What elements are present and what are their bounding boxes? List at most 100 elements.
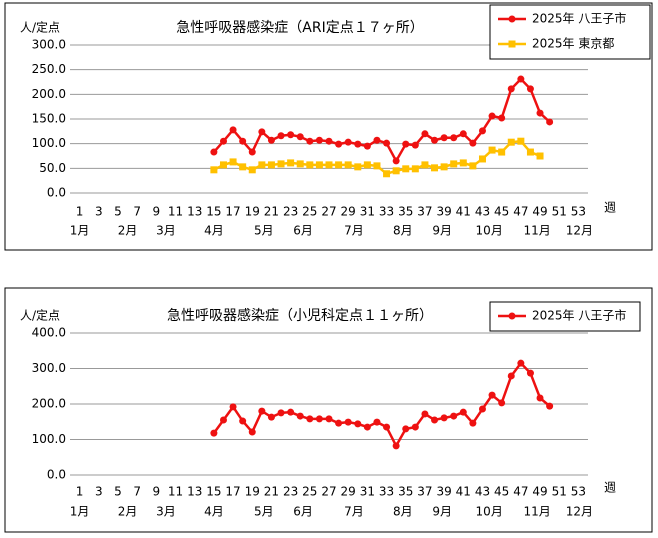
marker — [507, 85, 515, 93]
month-label: 1月 — [70, 224, 90, 238]
x-tick-label: 33 — [379, 205, 394, 219]
marker — [325, 161, 333, 169]
y-tick-label: 150.0 — [32, 112, 66, 126]
marker — [219, 416, 227, 424]
x-tick-label: 37 — [417, 205, 432, 219]
marker — [440, 414, 448, 422]
x-tick-label: 35 — [398, 485, 413, 499]
marker — [546, 118, 554, 126]
legend-marker — [508, 15, 516, 23]
marker — [478, 127, 486, 135]
marker — [383, 139, 391, 147]
marker — [526, 148, 534, 156]
marker — [488, 112, 496, 120]
marker — [210, 148, 218, 156]
marker — [210, 429, 218, 437]
x-tick-label: 49 — [532, 485, 547, 499]
marker — [219, 161, 227, 169]
marker — [507, 372, 515, 380]
marker — [248, 148, 256, 156]
legend-marker — [508, 40, 516, 48]
marker — [421, 130, 429, 138]
month-label: 7月 — [344, 224, 364, 238]
x-tick-label: 21 — [264, 485, 279, 499]
x-tick-label: 31 — [360, 485, 375, 499]
marker — [469, 419, 477, 427]
marker — [459, 130, 467, 138]
y-tick-label: 400.0 — [32, 326, 66, 340]
x-tick-label: 11 — [168, 205, 183, 219]
x-tick-label: 11 — [168, 485, 183, 499]
x-tick-label: 39 — [436, 205, 451, 219]
marker — [248, 166, 256, 174]
marker — [536, 109, 544, 117]
marker — [478, 155, 486, 163]
marker — [498, 114, 506, 122]
month-label: 10月 — [476, 224, 503, 238]
month-label: 6月 — [293, 224, 313, 238]
x-tick-label: 43 — [475, 205, 490, 219]
marker — [363, 142, 371, 150]
legend-marker — [508, 312, 516, 320]
marker — [354, 140, 362, 148]
x-tick-label: 27 — [321, 205, 336, 219]
marker — [450, 160, 458, 168]
y-tick-label: 200.0 — [32, 397, 66, 411]
y-tick-label: 100.0 — [32, 432, 66, 446]
marker — [354, 420, 362, 428]
month-label: 5月 — [254, 505, 274, 519]
marker — [258, 407, 266, 415]
y-tick-label: 200.0 — [32, 87, 66, 101]
month-label: 8月 — [393, 505, 413, 519]
x-tick-label: 25 — [302, 205, 317, 219]
month-label: 11月 — [524, 224, 551, 238]
x-tick-label: 35 — [398, 205, 413, 219]
marker — [469, 139, 477, 147]
marker — [258, 161, 266, 169]
x-tick-label: 29 — [341, 485, 356, 499]
marker — [431, 416, 439, 424]
x-axis-label: 週 — [604, 481, 616, 495]
x-tick-label: 53 — [571, 485, 586, 499]
x-tick-label: 31 — [360, 205, 375, 219]
x-tick-label: 41 — [456, 485, 471, 499]
month-label: 4月 — [204, 224, 224, 238]
marker — [229, 158, 237, 166]
chart-frame — [4, 287, 653, 533]
month-label: 6月 — [293, 505, 313, 519]
month-label: 9月 — [432, 505, 452, 519]
x-tick-label: 5 — [114, 485, 122, 499]
marker — [373, 162, 381, 170]
x-tick-label: 33 — [379, 485, 394, 499]
x-tick-label: 5 — [114, 205, 122, 219]
x-tick-label: 53 — [571, 205, 586, 219]
marker — [498, 399, 506, 407]
x-tick-label: 27 — [321, 485, 336, 499]
x-tick-label: 51 — [552, 205, 567, 219]
marker — [258, 128, 266, 136]
marker — [325, 137, 333, 145]
marker — [267, 161, 275, 169]
x-tick-label: 17 — [225, 205, 240, 219]
legend-label: 2025年 八王子市 — [532, 308, 626, 323]
x-tick-label: 7 — [133, 485, 141, 499]
month-label: 3月 — [156, 505, 176, 519]
marker — [239, 163, 247, 171]
marker — [354, 163, 362, 171]
marker — [488, 391, 496, 399]
x-tick-label: 45 — [494, 485, 509, 499]
month-label: 12月 — [566, 505, 593, 519]
marker — [431, 164, 439, 172]
x-tick-label: 29 — [341, 205, 356, 219]
x-tick-label: 13 — [187, 205, 202, 219]
month-label: 9月 — [432, 224, 452, 238]
month-label: 5月 — [254, 224, 274, 238]
marker — [277, 132, 285, 140]
marker — [277, 409, 285, 417]
marker — [344, 418, 352, 426]
month-label: 7月 — [344, 505, 364, 519]
x-tick-label: 43 — [475, 485, 490, 499]
marker — [373, 136, 381, 144]
y-tick-label: 300.0 — [32, 38, 66, 52]
